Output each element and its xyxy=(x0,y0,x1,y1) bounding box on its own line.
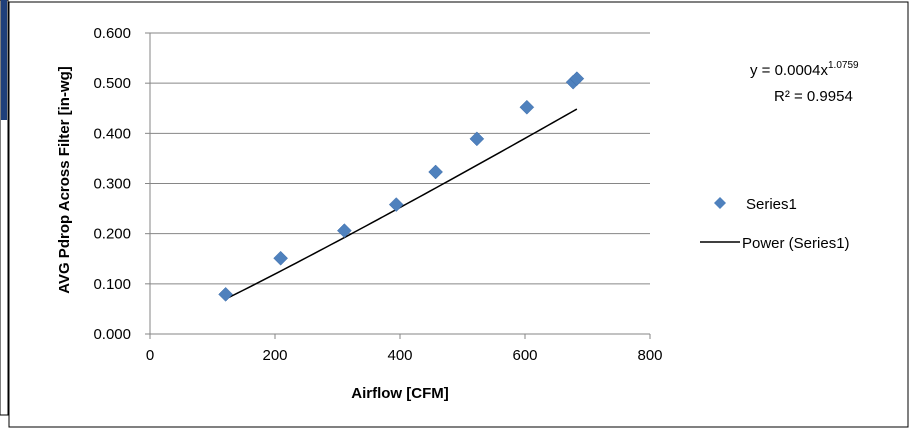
axes xyxy=(145,32,651,339)
y-tick-labels: 0.000 0.100 0.200 0.300 0.400 0.500 0.600 xyxy=(93,25,131,343)
x-axis-title: Airflow [CFM] xyxy=(351,385,448,402)
left-edge-fragment xyxy=(0,0,9,416)
x-tick-label: 200 xyxy=(262,347,287,364)
y-tick-label: 0.200 xyxy=(93,226,131,243)
y-tick-label: 0.100 xyxy=(93,276,131,293)
data-points xyxy=(218,71,585,302)
chart-border xyxy=(8,1,909,428)
data-point xyxy=(218,287,233,302)
x-tick-label: 0 xyxy=(146,347,154,364)
legend: Series1 Power (Series1) xyxy=(700,196,850,252)
r-squared-label: R² = 0.9954 xyxy=(774,88,853,105)
data-point xyxy=(519,99,535,115)
x-tick-label: 400 xyxy=(387,347,412,364)
legend-series1-label: Series1 xyxy=(746,196,797,213)
x-tick-label: 800 xyxy=(637,347,662,364)
y-tick-label: 0.000 xyxy=(93,326,131,343)
x-tick-label: 600 xyxy=(512,347,537,364)
legend-series1-marker xyxy=(714,197,726,209)
data-point xyxy=(337,223,352,239)
y-tick-label: 0.300 xyxy=(93,176,131,193)
data-point xyxy=(569,71,585,87)
data-point xyxy=(388,197,404,212)
y-tick-label: 0.400 xyxy=(93,125,131,142)
left-edge-blue-band xyxy=(1,0,7,120)
left-edge-bar xyxy=(0,0,9,416)
data-point xyxy=(428,164,443,180)
trendline-equation: y = 0.0004x1.0759 xyxy=(750,60,859,79)
y-axis-title: AVG Pdrop Across Filter [in-wg] xyxy=(56,66,73,294)
data-point xyxy=(469,131,485,147)
legend-trendline-label: Power (Series1) xyxy=(742,235,850,252)
equation-exponent: 1.0759 xyxy=(828,60,859,71)
y-tick-label: 0.600 xyxy=(93,25,131,42)
gridlines xyxy=(150,32,650,285)
y-tick-label: 0.500 xyxy=(93,75,131,92)
equation-base: y = 0.0004x xyxy=(750,62,828,79)
data-point xyxy=(273,250,288,266)
x-tick-labels: 0 200 400 600 800 xyxy=(146,347,663,364)
